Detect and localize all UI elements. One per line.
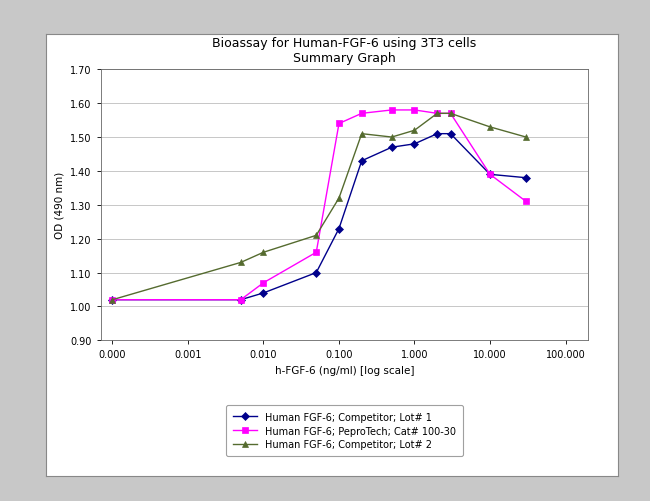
Human FGF-6; Competitor; Lot# 1	[486, 172, 494, 178]
Title: Bioassay for Human-FGF-6 using 3T3 cells
Summary Graph: Bioassay for Human-FGF-6 using 3T3 cells…	[213, 37, 476, 65]
Human FGF-6; PeproTech; Cat# 100-30	[447, 111, 454, 117]
Human FGF-6; PeproTech; Cat# 100-30	[522, 199, 530, 205]
Human FGF-6; Competitor; Lot# 1	[259, 290, 267, 296]
Human FGF-6; Competitor; Lot# 1	[522, 175, 530, 181]
Human FGF-6; Competitor; Lot# 1	[313, 270, 320, 276]
Line: Human FGF-6; PeproTech; Cat# 100-30: Human FGF-6; PeproTech; Cat# 100-30	[110, 108, 529, 303]
Human FGF-6; PeproTech; Cat# 100-30	[358, 111, 365, 117]
Human FGF-6; Competitor; Lot# 2	[447, 111, 454, 117]
Line: Human FGF-6; Competitor; Lot# 1: Human FGF-6; Competitor; Lot# 1	[110, 132, 529, 303]
Human FGF-6; PeproTech; Cat# 100-30	[109, 297, 116, 303]
Human FGF-6; Competitor; Lot# 2	[259, 250, 267, 256]
Line: Human FGF-6; Competitor; Lot# 2: Human FGF-6; Competitor; Lot# 2	[110, 111, 529, 303]
Human FGF-6; Competitor; Lot# 2	[109, 297, 116, 303]
Human FGF-6; Competitor; Lot# 2	[388, 135, 396, 141]
Human FGF-6; Competitor; Lot# 2	[486, 125, 494, 131]
Legend: Human FGF-6; Competitor; Lot# 1, Human FGF-6; PeproTech; Cat# 100-30, Human FGF-: Human FGF-6; Competitor; Lot# 1, Human F…	[226, 405, 463, 456]
Human FGF-6; PeproTech; Cat# 100-30	[313, 250, 320, 256]
Human FGF-6; Competitor; Lot# 1	[358, 158, 365, 164]
Human FGF-6; Competitor; Lot# 1	[237, 297, 244, 303]
Human FGF-6; Competitor; Lot# 2	[335, 195, 343, 201]
Human FGF-6; Competitor; Lot# 2	[237, 260, 244, 266]
Human FGF-6; Competitor; Lot# 2	[411, 128, 419, 134]
Human FGF-6; Competitor; Lot# 2	[522, 135, 530, 141]
Human FGF-6; Competitor; Lot# 2	[358, 131, 365, 137]
Human FGF-6; PeproTech; Cat# 100-30	[335, 121, 343, 127]
Human FGF-6; Competitor; Lot# 2	[434, 111, 441, 117]
Human FGF-6; Competitor; Lot# 1	[388, 145, 396, 151]
X-axis label: h-FGF-6 (ng/ml) [log scale]: h-FGF-6 (ng/ml) [log scale]	[275, 365, 414, 375]
Human FGF-6; PeproTech; Cat# 100-30	[411, 108, 419, 114]
Human FGF-6; Competitor; Lot# 2	[313, 233, 320, 239]
Human FGF-6; PeproTech; Cat# 100-30	[388, 108, 396, 114]
Y-axis label: OD (490 nm): OD (490 nm)	[55, 172, 64, 239]
Human FGF-6; Competitor; Lot# 1	[335, 226, 343, 232]
Human FGF-6; PeproTech; Cat# 100-30	[434, 111, 441, 117]
Human FGF-6; PeproTech; Cat# 100-30	[486, 172, 494, 178]
Human FGF-6; Competitor; Lot# 1	[109, 297, 116, 303]
Human FGF-6; Competitor; Lot# 1	[411, 141, 419, 147]
Human FGF-6; Competitor; Lot# 1	[447, 131, 454, 137]
Human FGF-6; PeproTech; Cat# 100-30	[259, 280, 267, 286]
Human FGF-6; Competitor; Lot# 1	[434, 131, 441, 137]
Human FGF-6; PeproTech; Cat# 100-30	[237, 297, 244, 303]
